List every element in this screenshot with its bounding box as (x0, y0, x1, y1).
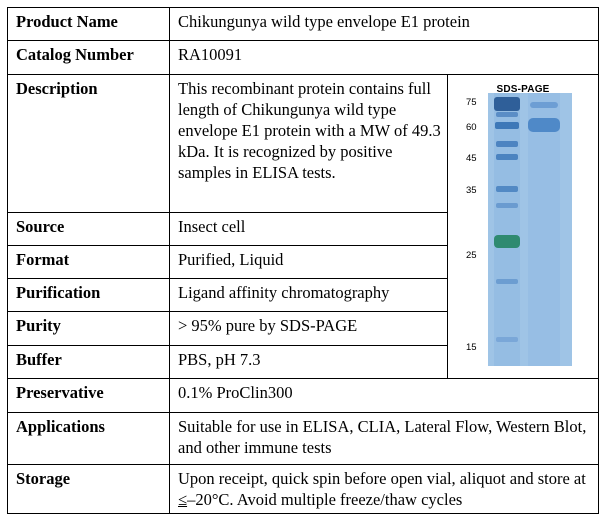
applications-value: Suitable for use in ELISA, CLIA, Lateral… (169, 412, 599, 465)
row-purification: Purification Ligand affinity chromatogra… (7, 278, 599, 312)
format-value: Purified, Liquid (169, 245, 448, 279)
storage-text-end: –20°C. Avoid multiple freeze/thaw cycles (187, 490, 463, 509)
marker-labels: 75 60 45 35 25 15 (466, 97, 477, 353)
catalog-number-label: Catalog Number (7, 40, 170, 75)
format-label: Format (7, 245, 170, 279)
row-format: Format Purified, Liquid (7, 245, 599, 279)
ladder-band-30 (496, 203, 518, 208)
buffer-label: Buffer (7, 345, 170, 379)
row-preservative: Preservative 0.1% ProClin300 (7, 378, 599, 413)
sample-band-main (528, 118, 560, 132)
purity-value: > 95% pure by SDS-PAGE (169, 311, 448, 346)
row-catalog-number: Catalog Number RA10091 (7, 40, 599, 75)
row-description: Description This recombinant protein con… (7, 74, 599, 379)
purity-label: Purity (7, 311, 170, 346)
row-product-name: Product Name Chikungunya wild type envel… (7, 7, 599, 41)
preservative-value: 0.1% ProClin300 (169, 378, 599, 413)
catalog-number-value: RA10091 (169, 40, 599, 75)
marker-label-60: 60 (466, 122, 477, 133)
ladder-band-75 (494, 97, 520, 111)
sample-bands (528, 102, 560, 132)
marker-label-45: 45 (466, 153, 477, 164)
row-buffer: Buffer PBS, pH 7.3 (7, 345, 599, 379)
ladder-band-70 (496, 112, 518, 117)
applications-label: Applications (7, 412, 170, 465)
gel-ladder-lane-shade (494, 93, 520, 366)
product-datasheet: Product Name Chikungunya wild type envel… (7, 7, 599, 520)
row-storage: Storage Upon receipt, quick spin before … (7, 464, 599, 514)
ladder-band-60 (495, 122, 519, 129)
spec-table: Product Name Chikungunya wild type envel… (7, 7, 599, 514)
purification-value: Ligand affinity chromatography (169, 278, 448, 312)
sds-page-gel-image: 75 60 45 35 25 15 (466, 93, 572, 366)
storage-text-start: Upon receipt, quick spin before open via… (178, 469, 586, 488)
description-label: Description (7, 74, 170, 213)
purification-label: Purification (7, 278, 170, 312)
ladder-band-50 (496, 141, 518, 147)
marker-label-15: 15 (466, 342, 477, 353)
product-name-label: Product Name (7, 7, 170, 41)
marker-label-25: 25 (466, 250, 477, 261)
ladder-band-15 (496, 337, 518, 342)
gel-title: SDS-PAGE (496, 84, 550, 95)
ladder-band-45 (496, 154, 518, 160)
marker-label-35: 35 (466, 185, 477, 196)
storage-value: Upon receipt, quick spin before open via… (169, 464, 599, 514)
ladder-band-20 (496, 279, 518, 284)
ladder-band-25 (494, 235, 520, 248)
preservative-label: Preservative (7, 378, 170, 413)
marker-label-75: 75 (466, 97, 477, 108)
product-name-value: Chikungunya wild type envelope E1 protei… (169, 7, 599, 41)
gel-sample-lane-shade (528, 93, 560, 366)
storage-label: Storage (7, 464, 170, 514)
ladder-band-35 (496, 186, 518, 192)
sample-band-faint (530, 102, 558, 108)
storage-less-equal-symbol: ≤ (178, 490, 188, 509)
buffer-value: PBS, pH 7.3 (169, 345, 448, 379)
ladder-bands (494, 97, 520, 342)
source-value: Insect cell (169, 212, 448, 246)
source-label: Source (7, 212, 170, 246)
sds-page-gel-figure: 75 60 45 35 25 15 SDS-PAGE (447, 74, 599, 379)
row-applications: Applications Suitable for use in ELISA, … (7, 412, 599, 465)
description-value: This recombinant protein contains full l… (169, 74, 448, 213)
